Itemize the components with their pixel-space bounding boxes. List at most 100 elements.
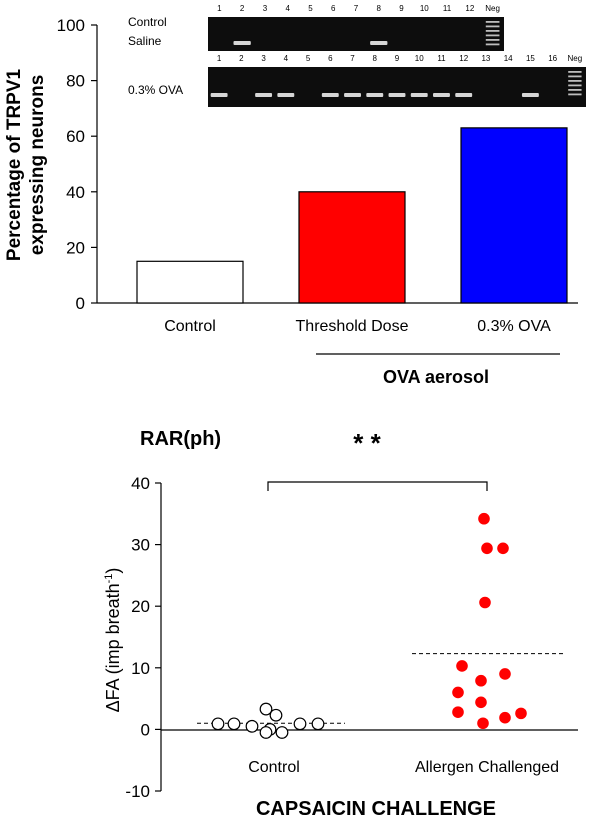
data-point xyxy=(275,726,289,739)
gel-band xyxy=(521,93,539,97)
gel-lane-number: 9 xyxy=(395,54,400,63)
gel-ladder-band xyxy=(568,75,582,78)
scatter-y-tick-label: 0 xyxy=(141,720,150,739)
gel-lane-number: 8 xyxy=(373,54,378,63)
gel-band xyxy=(433,93,450,97)
gel-lane-number: 5 xyxy=(306,54,311,63)
bar-y-tick-label: 80 xyxy=(66,72,85,91)
scatter-y-tick-label: 10 xyxy=(131,659,150,678)
gel-band xyxy=(388,93,406,97)
trpv1-bar-chart: 0 20 40 60 80 100 Control Threshold Dose 0.3% O… xyxy=(4,4,586,387)
gel-ladder-band xyxy=(568,93,582,96)
gel-lane-number: 5 xyxy=(308,4,313,13)
scatter-y-tick-label: -10 xyxy=(125,782,150,801)
bar-y-tick-label: 20 xyxy=(66,238,85,257)
bar-y-axis-label-line2: expressing neurons xyxy=(27,75,48,256)
gel-lane-number: 1 xyxy=(217,4,222,13)
bar-3 xyxy=(460,127,568,304)
data-point xyxy=(475,696,487,709)
gel-lane-number: 16 xyxy=(548,54,557,63)
data-point xyxy=(497,542,509,555)
gel-ladder-band xyxy=(485,39,500,41)
scatter-x-tick-label: Control xyxy=(248,759,300,776)
gel-lane-number: 2 xyxy=(239,54,244,63)
bar-x-tick-label: 0.3% OVA xyxy=(477,318,551,335)
gel-lane-number: 12 xyxy=(465,4,474,13)
bar-y-tick-label: 0 xyxy=(76,294,85,313)
bar-marks xyxy=(136,127,568,304)
gel-image xyxy=(208,67,586,107)
gel-band xyxy=(255,93,273,97)
gel-band xyxy=(455,93,473,97)
data-point xyxy=(227,717,241,731)
data-point xyxy=(452,706,464,718)
bar-1 xyxy=(136,260,244,304)
scatter-y-axis: -10 0 10 20 30 40 xyxy=(125,474,161,801)
significance-bracket xyxy=(267,481,488,491)
bar-y-tick-label: 60 xyxy=(66,127,85,146)
data-point xyxy=(211,717,225,731)
scatter-y-axis-label: ΔFA (imp breath-1) xyxy=(103,568,123,713)
gel-lane-number: 9 xyxy=(399,4,404,13)
gel-ladder-band xyxy=(485,43,500,46)
gel-band xyxy=(344,93,361,97)
gel-ladder-band xyxy=(485,25,500,28)
gel-band xyxy=(233,41,251,45)
bar-y-tick-label: 40 xyxy=(66,183,85,202)
scatter-y-label-main: ΔFA (imp breath xyxy=(103,583,123,712)
gel-lane-number: 6 xyxy=(328,54,333,63)
significance-marker: * * xyxy=(353,428,381,458)
data-point xyxy=(293,717,307,731)
gel-lane-number: 4 xyxy=(285,4,290,13)
bar-y-axis: 0 20 40 60 80 100 xyxy=(57,16,97,313)
bar-y-tick-label: 100 xyxy=(57,16,85,35)
rar-scatter-chart: RAR(ph) * * -10 0 10 20 30 40 Control Allergen… xyxy=(103,428,578,820)
gel-lane-number: 10 xyxy=(415,54,424,63)
data-point xyxy=(475,674,487,687)
gel-ladder-band xyxy=(568,89,582,91)
gel-image xyxy=(208,17,504,51)
gel-lane-number: 3 xyxy=(263,4,268,13)
scatter-title: RAR(ph) xyxy=(140,428,221,450)
gel-lane-number: 13 xyxy=(481,54,490,63)
scatter-x-labels: Control Allergen Challenged xyxy=(248,759,559,776)
bar-2 xyxy=(298,191,406,304)
data-point xyxy=(452,686,464,699)
gel-lane-number: 6 xyxy=(331,4,336,13)
gel-lane-number: 8 xyxy=(377,4,382,13)
gel-band xyxy=(210,93,228,97)
data-point xyxy=(477,717,489,730)
gel-lane-number: 3 xyxy=(261,54,266,63)
data-point xyxy=(479,596,491,609)
scatter-x-tick-label: Allergen Challenged xyxy=(415,759,559,776)
data-point xyxy=(456,660,468,672)
gel-lane-number: 12 xyxy=(459,54,468,63)
scatter-x-axis-label: CAPSAICIN CHALLENGE xyxy=(256,798,496,820)
gel-row-label: Saline xyxy=(128,34,162,48)
gel-lane-number: Neg xyxy=(568,54,583,63)
data-point xyxy=(269,708,283,722)
ova-aerosol-label: OVA aerosol xyxy=(383,367,489,387)
gel-lane-number: 7 xyxy=(350,54,355,63)
gel-band xyxy=(366,93,384,97)
data-point xyxy=(259,726,273,739)
scatter-y-label-sup: -1 xyxy=(103,574,115,584)
gel-row-label: 0.3% OVA xyxy=(128,83,183,97)
gel-band xyxy=(321,93,339,97)
gel-lane-number: 7 xyxy=(354,4,359,13)
data-point xyxy=(499,668,511,680)
gel-band xyxy=(370,41,388,45)
gel-lane-number: 10 xyxy=(420,4,429,13)
bar-y-axis-label-line1: Percentage of TRPV1 xyxy=(4,68,25,261)
data-point xyxy=(515,707,527,720)
bar-x-labels: Control Threshold Dose 0.3% OVA xyxy=(164,318,551,335)
bar-x-tick-label: Control xyxy=(164,318,216,335)
gel-ladder-band xyxy=(568,84,582,87)
gel-lane-number: 2 xyxy=(240,4,245,13)
gel-ladder-band xyxy=(485,34,500,37)
data-point xyxy=(499,711,511,724)
gel-ladder-band xyxy=(568,71,582,73)
bar-x-tick-label: Threshold Dose xyxy=(296,318,409,335)
gel-lane-number: 4 xyxy=(284,54,289,63)
